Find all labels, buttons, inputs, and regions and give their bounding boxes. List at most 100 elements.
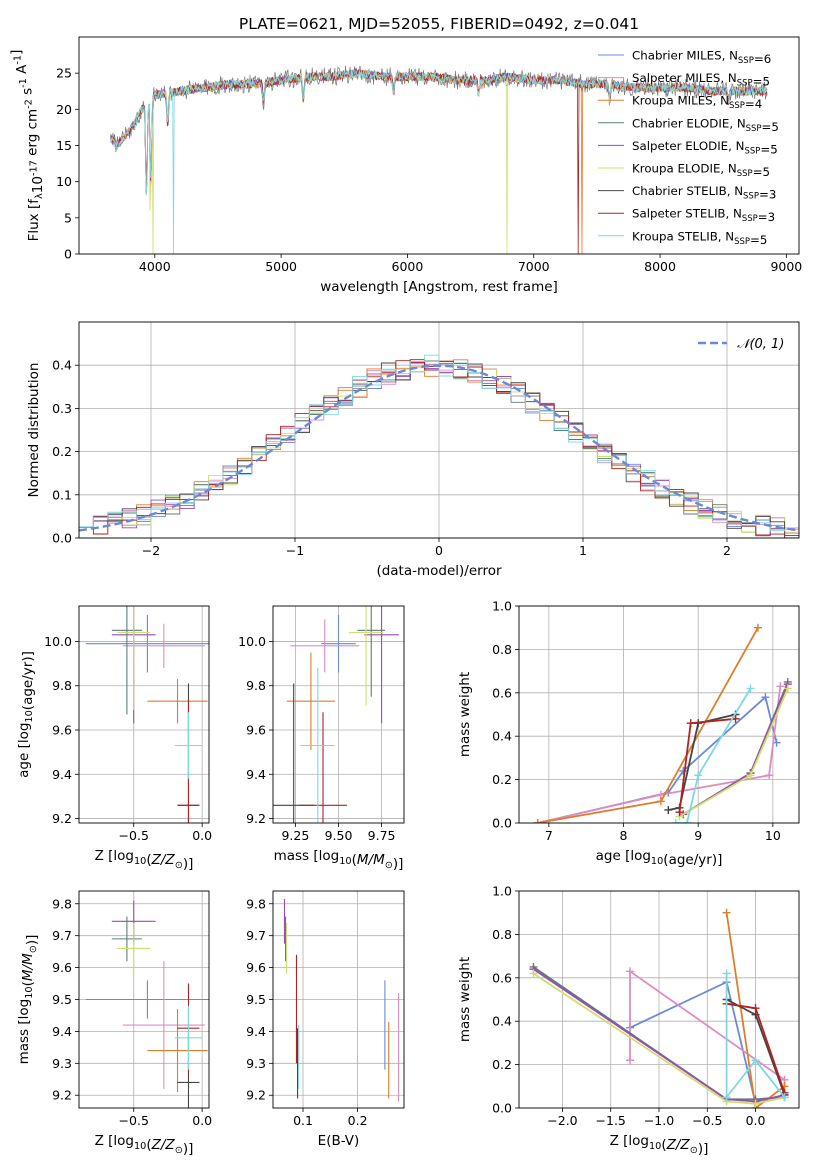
legend-entry: Chabrier MILES, NSSP=6 <box>632 49 771 67</box>
x-tick-label: 0.0 <box>746 1113 766 1128</box>
x-tick-label: −1.0 <box>644 1113 674 1128</box>
x-axis-label: mass [log10(M/M⊙)] <box>274 848 404 872</box>
y-tick-label: 9.7 <box>246 928 266 943</box>
x-tick-label: 7 <box>545 828 553 843</box>
errorbar-point <box>117 922 151 974</box>
axes-frame <box>272 890 405 1109</box>
age_vs_Z-plot <box>85 606 209 823</box>
weight-marker <box>751 1056 760 1065</box>
weight-series <box>725 912 786 1108</box>
y-tick-label: 0.0 <box>492 1101 512 1116</box>
weight-marker <box>765 771 774 780</box>
weight-marker <box>679 766 688 775</box>
x-tick-label: 0.0 <box>192 828 212 843</box>
x-axis-label: Z [log10(Z/Z⊙)] <box>95 1133 194 1157</box>
mass_vs_ebv-axes: 0.1 0.2 9.2 9.3 9.4 9.5 9.6 9.7 9.8 E(B-V) <box>246 890 405 1149</box>
x-axis-label: Z [log10(Z/Z⊙)] <box>610 1133 709 1157</box>
weight-marker <box>751 1004 760 1013</box>
weight-series <box>675 688 752 823</box>
y-tick-label: 15 <box>56 138 72 153</box>
axes-frame <box>272 605 405 824</box>
y-tick-label: 0.4 <box>52 358 72 373</box>
y-tick-label: 0.4 <box>492 729 512 744</box>
x-tick-label: 0.1 <box>293 1113 313 1128</box>
x-tick-label: −0.5 <box>119 1113 149 1128</box>
y-axis-label: Normed distribution <box>26 363 42 498</box>
axes-frame <box>518 890 800 1109</box>
mass_vs_Z-plot <box>85 900 209 1108</box>
x-tick-label: 10 <box>765 828 781 843</box>
y-tick-label: 0.4 <box>492 1014 512 1029</box>
y-tick-label: 1.0 <box>492 884 512 899</box>
weight-series <box>537 627 759 823</box>
errorbar-point <box>357 606 386 697</box>
spectrum-axes: 4000 5000 6000 7000 8000 9000 0 5 10 15 20 25 wavele… <box>8 36 802 295</box>
weight-series <box>725 973 786 1100</box>
weight-marker <box>761 693 770 702</box>
y-tick-label: 9.2 <box>246 811 266 826</box>
weight_vs_age-axes: 7 8 9 10 0.0 0.2 0.4 0.6 0.8 1.0 age [log10(age/yr… <box>457 599 800 868</box>
y-tick-label: 9.2 <box>52 1088 72 1103</box>
y-tick-label: 20 <box>56 102 72 117</box>
y-tick-label: 10 <box>56 174 72 189</box>
y-tick-label: 9.8 <box>246 678 266 693</box>
y-tick-label: 9.6 <box>52 723 72 738</box>
weight-marker <box>722 908 731 917</box>
weight_vs_age-plot <box>533 623 792 823</box>
weight-series <box>668 713 736 811</box>
gaussian-curve <box>79 364 799 532</box>
weight_vs_Z-axes: −2.0 −1.5 −1.0 −0.5 0.0 0.0 0.2 0.4 0.6 0.8 1.0 Z [… <box>457 884 800 1157</box>
x-tick-label: −2.0 <box>547 1113 577 1128</box>
x-axis-label: wavelength [Angstrom, rest frame] <box>320 279 558 295</box>
errorbar-point <box>364 606 399 724</box>
age_vs_Z-axes: −0.5 0.0 9.2 9.4 9.6 9.8 10.0 Z [log10(Z/Z⊙)] ag… <box>16 605 212 872</box>
x-tick-label: −1 <box>286 543 304 558</box>
weight-marker <box>746 771 755 780</box>
y-axis-label: age [log10(age/yr)] <box>16 651 36 778</box>
errorbar-point <box>122 623 205 668</box>
weight-marker <box>656 797 665 806</box>
errorbar-point <box>111 606 142 715</box>
y-tick-label: 9.6 <box>246 723 266 738</box>
y-tick-label: 10.0 <box>44 634 72 649</box>
weight-marker <box>671 819 680 823</box>
y-tick-label: 0.1 <box>52 487 72 502</box>
y-tick-label: 0.8 <box>492 927 512 942</box>
y-tick-label: 9.3 <box>246 1056 266 1071</box>
x-tick-label: 6000 <box>392 259 424 274</box>
errorbar-point <box>85 614 209 673</box>
axes-frame <box>78 36 800 255</box>
y-tick-label: 9.5 <box>246 992 266 1007</box>
weight-marker <box>722 1093 731 1102</box>
errorbar-point <box>111 916 142 962</box>
y-tick-label: 9.3 <box>52 1056 72 1071</box>
x-tick-label: 2 <box>723 543 731 558</box>
legend-entry: Salpeter STELIB, NSSP=3 <box>632 207 775 225</box>
spectrum-series <box>110 69 768 254</box>
x-tick-label: 9.25 <box>281 828 309 843</box>
x-axis-label: age [log10(age/yr)] <box>596 848 723 868</box>
age_vs_mass-plot <box>273 606 399 823</box>
weight-marker <box>626 1056 635 1065</box>
y-tick-label: 0.3 <box>52 401 72 416</box>
weight-marker <box>675 808 684 817</box>
weight-marker <box>694 771 703 780</box>
y-axis-label: mass weight <box>457 672 473 757</box>
legend-entry: Chabrier STELIB, NSSP=3 <box>632 184 776 202</box>
y-axis-label: Flux [fλ10-17 erg cm-2 s-1 A-1] <box>8 50 46 242</box>
y-tick-label: 1.0 <box>492 599 512 614</box>
x-tick-label: 9.50 <box>325 828 353 843</box>
y-tick-label: 0.0 <box>492 816 512 831</box>
legend-entry: 𝒩(0, 1) <box>737 337 784 352</box>
errorbar-point <box>286 652 336 750</box>
y-tick-label: 9.7 <box>52 928 72 943</box>
x-tick-label: 0 <box>435 543 443 558</box>
weight-marker <box>780 1093 789 1102</box>
y-tick-label: 0.8 <box>492 642 512 657</box>
legend-entry: Salpeter MILES, NSSP=5 <box>632 71 770 89</box>
y-tick-label: 9.4 <box>246 767 266 782</box>
x-tick-label: 0.0 <box>192 1113 212 1128</box>
y-tick-label: 9.8 <box>246 896 266 911</box>
legend-entry: Chabrier ELODIE, NSSP=5 <box>632 116 779 134</box>
errorbar-point <box>85 980 209 1019</box>
